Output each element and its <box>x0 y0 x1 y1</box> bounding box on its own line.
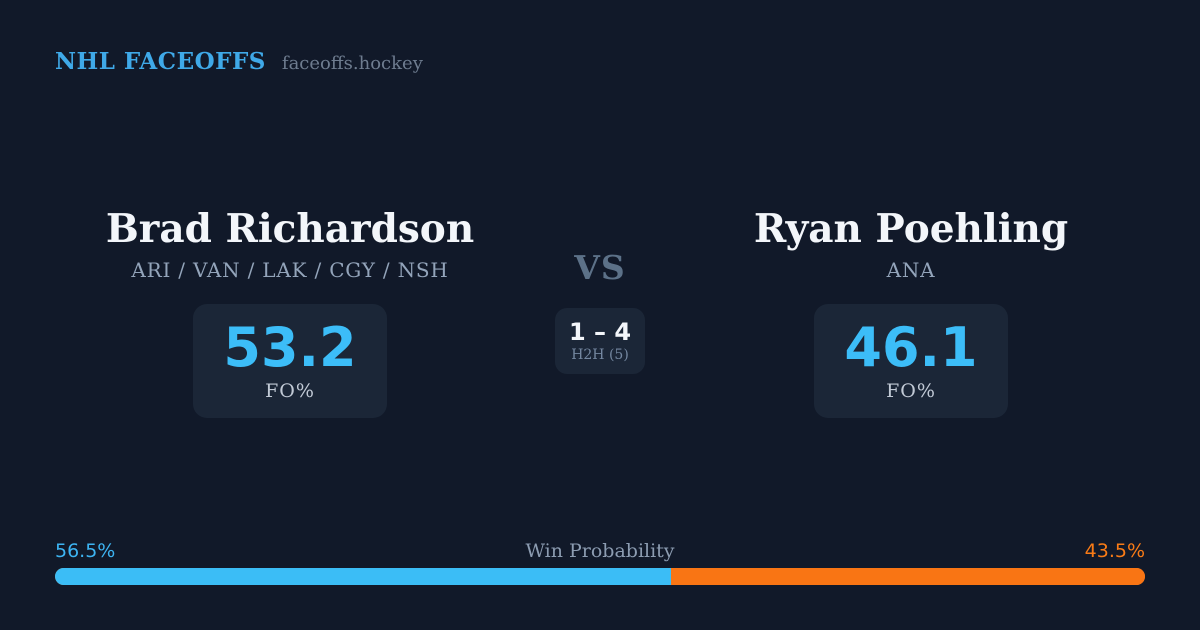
win-probability-bar <box>55 568 1145 585</box>
player-left-fo-label: FO% <box>265 380 315 402</box>
player-left-fo-value: 53.2 <box>223 316 357 379</box>
h2h-score: 1 – 4 <box>568 318 632 346</box>
header: NHL FACEOFFS faceoffs.hockey <box>55 48 423 75</box>
player-right-fo-value: 46.1 <box>844 316 978 379</box>
vs-label: VS <box>574 248 626 287</box>
win-probability-left-pct: 56.5% <box>55 540 116 562</box>
player-left-faceoff-card: 53.2 FO% <box>193 304 387 418</box>
win-probability-title: Win Probability <box>525 540 675 562</box>
win-probability-bar-right-segment <box>670 568 1145 585</box>
h2h-label: H2H (5) <box>571 347 629 363</box>
player-right-fo-label: FO% <box>886 380 936 402</box>
win-probability-right-pct: 43.5% <box>1084 540 1145 562</box>
win-probability-bar-left-segment <box>55 568 671 585</box>
player-left-teams: ARI / VAN / LAK / CGY / NSH <box>131 258 449 282</box>
h2h-card: 1 – 4 H2H (5) <box>554 308 646 374</box>
player-left-name: Brad Richardson <box>105 206 475 252</box>
win-probability-labels: 56.5% Win Probability 43.5% <box>55 540 1145 564</box>
matchup-section: Brad Richardson ARI / VAN / LAK / CGY / … <box>0 205 1200 425</box>
player-right-faceoff-card: 46.1 FO% <box>814 304 1008 418</box>
brand-domain: faceoffs.hockey <box>281 53 423 74</box>
player-right-name: Ryan Poehling <box>753 206 1069 252</box>
player-right-teams: ANA <box>886 258 936 282</box>
brand-title: NHL FACEOFFS <box>55 48 266 75</box>
matchup-center-column: VS 1 – 4 H2H (5) <box>525 205 675 374</box>
player-left-column: Brad Richardson ARI / VAN / LAK / CGY / … <box>55 205 525 418</box>
player-right-column: Ryan Poehling ANA 46.1 FO% <box>676 205 1146 418</box>
